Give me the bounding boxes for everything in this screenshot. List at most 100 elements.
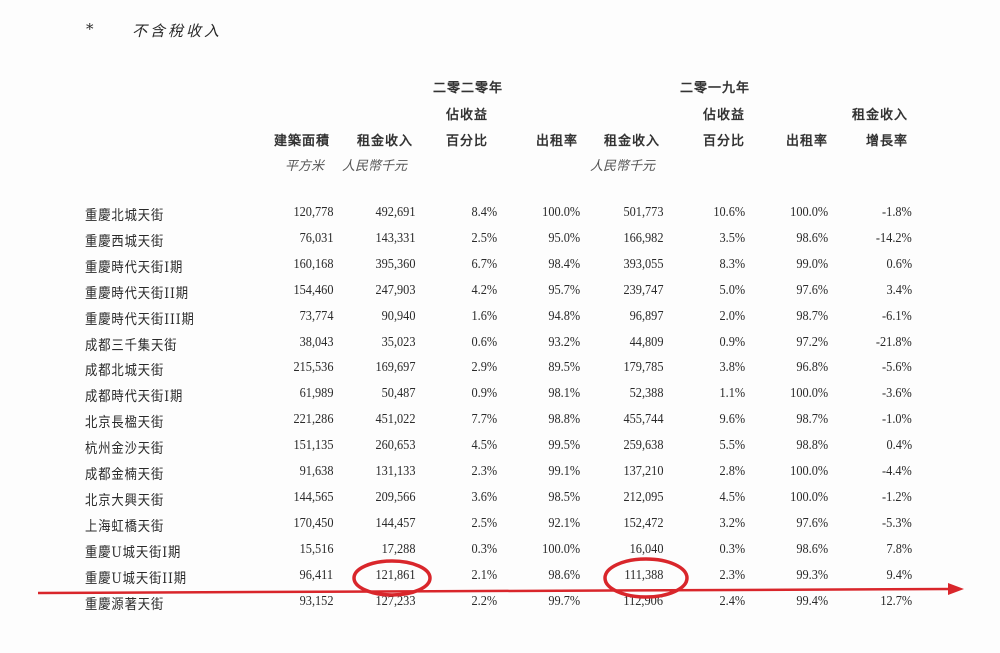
cell-pct2020: 2.5% [471,230,497,246]
cell-rent2020: 451,022 [374,412,415,428]
cell-occ2019: 100.0% [790,386,828,402]
cell-pct2019: 5.5% [719,438,745,454]
unit-rent-2019: 人民幣千元 [590,159,656,174]
cell-occ2020: 98.4% [548,256,580,272]
cell-occ2019: 99.4% [796,593,828,609]
cell-pct2019: 8.3% [719,256,745,272]
cell-occ2020: 99.5% [548,438,580,454]
property-name: 重慶時代天街III期 [85,311,195,328]
cell-occ2019: 100.0% [790,464,828,479]
cell-pct2019: 5.0% [719,282,745,298]
cell-occ2020: 95.0% [548,230,580,246]
unit-rent-2020: 人民幣千元 [342,159,408,174]
cell-occ2019: 98.8% [796,438,828,454]
cell-pct2019: 3.2% [719,515,745,531]
cell-occ2020: 99.1% [548,464,580,479]
cell-rent2019: 501,773 [622,205,663,220]
cell-area: 144,565 [292,489,333,505]
cell-pct2019: 0.9% [719,334,745,350]
property-name: 成都北城天街 [85,363,165,380]
cell-occ2019: 100.0% [790,489,828,505]
cell-rent2019: 137,210 [622,464,663,479]
highlight-arrow-line [37,587,951,595]
cell-occ2019: 98.7% [796,308,828,324]
cell-rent2020: 90,940 [381,308,415,324]
cell-pct2019: 2.0% [719,308,745,324]
header-area: 建築面積 [274,134,331,149]
cell-rent2019: 455,744 [622,412,663,428]
cell-rent2019: 212,095 [622,489,663,505]
cell-rent2019: 111,388 [623,567,663,583]
cell-occ2020: 92.1% [548,515,580,531]
cell-pct2019: 2.3% [719,567,745,583]
cell-growth: -6.1% [882,308,912,324]
cell-pct2020: 4.2% [471,282,497,298]
cell-pct2020: 3.6% [471,489,497,505]
cell-rent2019: 259,638 [622,438,663,454]
cell-occ2020: 98.1% [548,386,580,402]
property-name: 重慶時代天街II期 [85,285,189,302]
header-rent-2019: 租金收入 [604,134,661,149]
cell-pct2020: 0.3% [471,541,497,557]
cell-rent2019: 96,897 [629,308,663,324]
cell-pct2020: 2.2% [471,593,497,609]
cell-occ2019: 98.6% [796,541,828,557]
cell-pct2020: 2.5% [471,515,497,531]
property-name: 重慶U城天街II期 [85,570,187,587]
cell-rent2019: 16,040 [629,541,663,557]
cell-rent2020: 395,360 [374,256,415,272]
cell-growth: -3.6% [882,386,912,402]
property-name: 重慶源著天街 [85,596,165,613]
property-name: 北京長楹天街 [85,415,165,432]
cell-occ2020: 94.8% [548,308,580,324]
cell-area: 221,286 [292,412,333,428]
cell-pct2020: 4.5% [471,438,497,454]
cell-occ2019: 99.3% [796,567,828,583]
property-name: 杭州金沙天街 [85,441,165,458]
cell-pct2019: 10.6% [713,205,745,220]
cell-rent2019: 239,747 [622,282,663,298]
cell-rent2020: 17,288 [381,541,415,557]
cell-occ2019: 99.0% [796,256,828,272]
highlight-circle-rent-2019 [603,557,689,599]
header-year-2019: 二零一九年 [680,81,751,96]
cell-growth: -21.8% [876,334,912,350]
cell-growth: 9.4% [886,567,912,583]
cell-growth: -5.3% [882,515,912,531]
property-name: 重慶西城天街 [85,233,165,250]
cell-pct2019: 4.5% [719,489,745,505]
highlight-circle-rent-2020 [352,559,432,597]
property-name: 上海虹橋天街 [85,518,165,535]
header-pct-2019-l2: 百分比 [703,134,746,149]
cell-rent2020: 35,023 [381,334,415,350]
cell-occ2020: 99.7% [548,593,580,609]
cell-occ2020: 93.2% [548,334,580,350]
cell-rent2020: 247,903 [374,282,415,298]
cell-occ2020: 98.8% [548,412,580,428]
property-name: 重慶時代天街I期 [85,259,184,276]
cell-pct2020: 2.1% [471,567,497,583]
cell-pct2020: 6.7% [471,256,497,272]
cell-occ2019: 98.6% [796,230,828,246]
cell-pct2019: 9.6% [719,412,745,428]
cell-pct2019: 2.8% [719,464,745,479]
cell-growth: -1.2% [882,489,912,505]
cell-growth: -4.4% [882,464,912,479]
cell-occ2020: 98.6% [548,567,580,583]
cell-growth: -5.6% [882,360,912,376]
cell-growth: -1.0% [882,412,912,428]
cell-area: 91,638 [299,464,333,479]
header-occ-2019: 出租率 [786,134,829,149]
header-pct-2020-l1: 佔收益 [446,108,489,123]
cell-growth: -1.8% [882,205,912,220]
cell-rent2020: 492,691 [374,205,415,220]
cell-rent2020: 127,233 [374,593,415,609]
cell-occ2020: 95.7% [548,282,580,298]
cell-rent2020: 131,133 [374,464,415,479]
header-year-2020: 二零二零年 [433,81,504,96]
property-name: 重慶U城天街I期 [85,544,182,561]
cell-occ2019: 100.0% [790,205,828,220]
cell-area: 93,152 [299,593,333,609]
cell-growth: 0.4% [886,438,912,454]
